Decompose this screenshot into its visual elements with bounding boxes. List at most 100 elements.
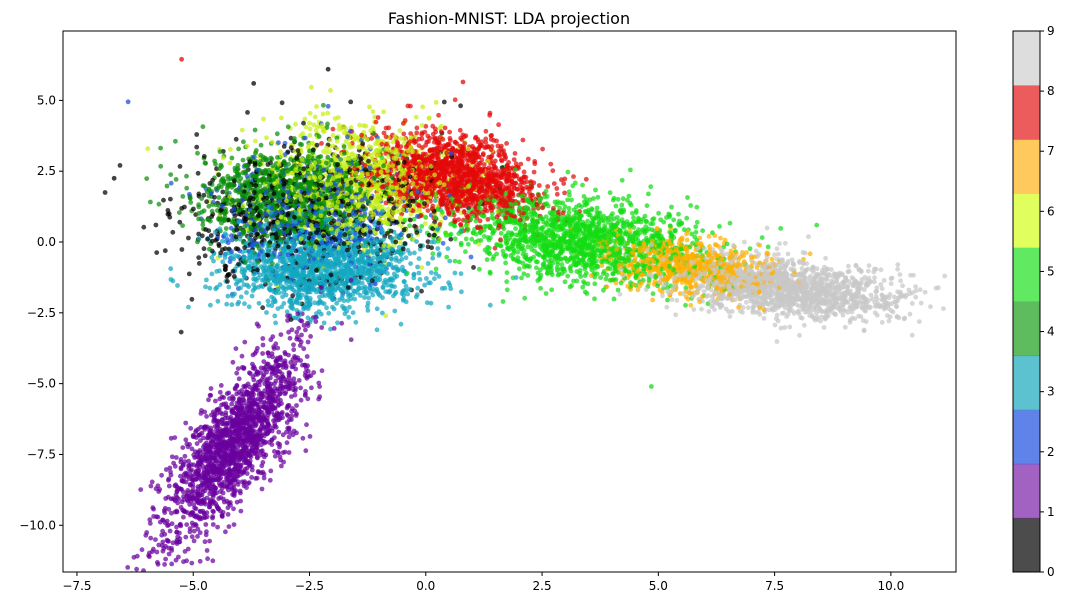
data-point-class-9 [868, 304, 873, 310]
data-point-class-1 [307, 434, 313, 439]
data-point-class-5 [608, 213, 614, 219]
data-point-class-5 [559, 262, 565, 267]
data-point-class-3 [346, 314, 352, 320]
plot-area [62, 30, 966, 573]
data-point-class-4 [258, 142, 264, 148]
data-point-class-1 [305, 339, 311, 345]
data-point-class-1 [339, 320, 345, 326]
data-point-class-0 [196, 191, 202, 197]
data-point-class-1 [202, 539, 208, 545]
data-point-class-3 [430, 255, 436, 261]
data-point-class-9 [669, 297, 675, 303]
data-point-class-8 [536, 183, 542, 188]
data-point-class-3 [258, 283, 264, 289]
data-point-class-0 [220, 189, 226, 195]
data-point-class-6 [264, 135, 269, 141]
data-point-class-6 [363, 123, 369, 129]
data-point-class-4 [184, 173, 189, 179]
data-point-class-5 [646, 191, 651, 197]
data-point-class-6 [244, 143, 250, 149]
data-point-class-9 [699, 306, 704, 312]
data-point-class-1 [249, 467, 255, 473]
data-point-class-8 [571, 174, 576, 180]
data-point-class-5 [635, 215, 641, 221]
data-point-class-5 [580, 284, 586, 290]
data-point-class-5 [430, 251, 436, 257]
data-point-class-8 [447, 129, 452, 135]
data-point-class-1 [267, 477, 273, 483]
data-point-class-5 [688, 203, 694, 208]
data-point-class-4 [176, 210, 182, 216]
data-point-class-5 [572, 180, 578, 186]
data-point-class-1 [213, 398, 218, 404]
data-point-class-5 [478, 238, 484, 243]
data-point-class-5 [694, 219, 700, 225]
data-point-class-1 [153, 537, 158, 542]
data-point-class-3 [408, 261, 413, 266]
data-point-class-4 [195, 150, 200, 156]
data-point-class-9 [961, 312, 966, 317]
data-point-class-1 [236, 376, 242, 382]
data-point-class-8 [477, 218, 483, 224]
data-point-class-1 [163, 467, 169, 472]
data-point-class-5 [601, 287, 606, 293]
data-point-class-3 [355, 286, 361, 292]
data-point-class-9 [891, 294, 897, 300]
data-point-class-4 [252, 127, 258, 133]
data-point-class-2 [325, 103, 331, 109]
data-point-class-3 [256, 300, 262, 306]
data-point-class-5 [613, 203, 619, 209]
data-point-class-3 [324, 305, 329, 311]
data-point-class-6 [314, 104, 319, 109]
data-point-class-3 [321, 301, 327, 307]
data-point-class-4 [236, 146, 242, 152]
data-point-class-1 [246, 480, 252, 485]
data-point-class-0 [141, 224, 147, 230]
data-point-class-8 [463, 133, 469, 139]
data-point-class-3 [424, 276, 429, 281]
data-point-class-5 [649, 227, 655, 233]
data-point-class-3 [416, 256, 422, 261]
data-point-class-1 [166, 551, 172, 557]
data-point-class-9 [706, 309, 712, 314]
data-point-class-5 [592, 296, 597, 302]
data-point-class-5 [651, 216, 657, 222]
data-point-class-0 [340, 218, 346, 224]
data-point-class-5 [433, 266, 439, 272]
data-point-class-7 [754, 265, 760, 270]
data-point-class-4 [264, 217, 269, 223]
data-point-class-1 [298, 385, 303, 391]
data-point-class-4 [240, 157, 246, 163]
data-point-class-6 [313, 127, 319, 133]
data-point-class-8 [504, 141, 509, 146]
data-point-class-5 [470, 230, 476, 236]
data-point-class-6 [253, 138, 258, 144]
data-point-class-5 [581, 279, 586, 285]
data-point-class-5 [607, 190, 613, 196]
data-point-class-1 [304, 422, 309, 428]
chart-title: Fashion-MNIST: LDA projection [388, 9, 630, 28]
data-point-class-1 [210, 522, 216, 527]
data-point-class-9 [909, 332, 915, 338]
data-point-class-3 [428, 270, 434, 275]
data-point-class-0 [168, 196, 173, 202]
data-point-class-3 [447, 258, 453, 264]
data-point-class-9 [879, 320, 885, 325]
data-point-class-6 [372, 201, 377, 207]
data-point-class-3 [459, 289, 464, 295]
data-point-class-6 [327, 137, 333, 143]
data-point-class-4 [158, 163, 164, 169]
data-point-class-8 [583, 176, 589, 182]
data-point-class-0 [245, 110, 250, 115]
data-point-class-8 [414, 125, 420, 131]
data-point-class-1 [231, 522, 237, 527]
data-point-class-1 [275, 345, 281, 351]
data-point-class-3 [237, 236, 243, 242]
data-point-class-7 [744, 250, 749, 255]
data-point-class-1 [183, 534, 189, 540]
data-point-class-3 [217, 282, 223, 287]
data-point-class-6 [312, 114, 318, 120]
data-point-class-9 [797, 259, 802, 264]
data-point-class-9 [617, 291, 623, 297]
